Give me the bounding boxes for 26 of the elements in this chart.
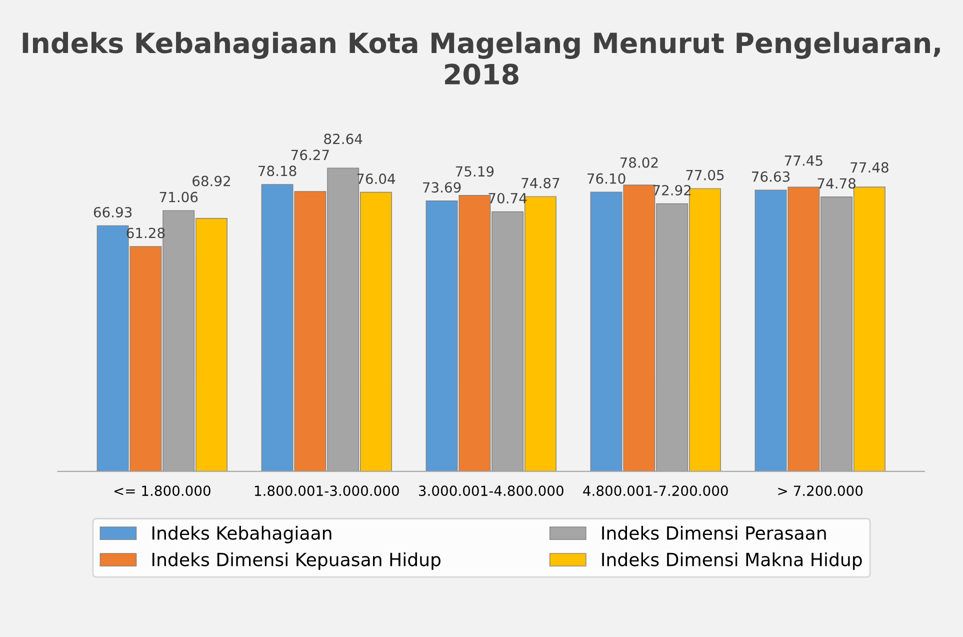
data-label: 77.45	[784, 156, 822, 166]
x-tick-label: > 7.200.000	[778, 486, 863, 496]
data-label: 76.27	[291, 150, 329, 160]
data-label: 77.05	[686, 170, 724, 180]
legend-label: Indeks Dimensi Kepuasan Hidup	[152, 552, 441, 570]
data-label: 75.19	[456, 166, 494, 177]
data-label: 74.87	[522, 178, 560, 188]
data-label: 73.69	[423, 182, 461, 193]
x-tick-label: 1.800.001-3.000.000	[254, 486, 399, 496]
data-label: 71.06	[160, 192, 198, 202]
data-label: 76.10	[588, 173, 626, 184]
x-tick-label: <= 1.800.000	[114, 486, 210, 496]
data-label: 68.92	[192, 176, 230, 186]
legend-label: Indeks Kebahagiaan	[152, 526, 332, 544]
x-tick-label: 3.000.001-4.800.000	[419, 486, 564, 496]
data-label: 76.63	[752, 171, 790, 182]
data-label: 74.78	[818, 178, 856, 189]
x-tick-label: 4.800.001-7.200.000	[583, 486, 728, 496]
legend-label: Indeks Dimensi Makna Hidup	[602, 552, 862, 570]
chart-title: Indeks Kebahagiaan Kota Magelang Menurut Pengeluaran, 2018	[22, 32, 940, 85]
legend-label: Indeks Dimensi Perasaan	[602, 526, 826, 540]
data-label: 66.93	[94, 206, 132, 218]
data-label: 78.02	[620, 157, 658, 168]
data-label: 78.18	[258, 166, 296, 176]
data-label: 82.64	[324, 134, 362, 144]
data-label: 77.48	[850, 162, 888, 173]
